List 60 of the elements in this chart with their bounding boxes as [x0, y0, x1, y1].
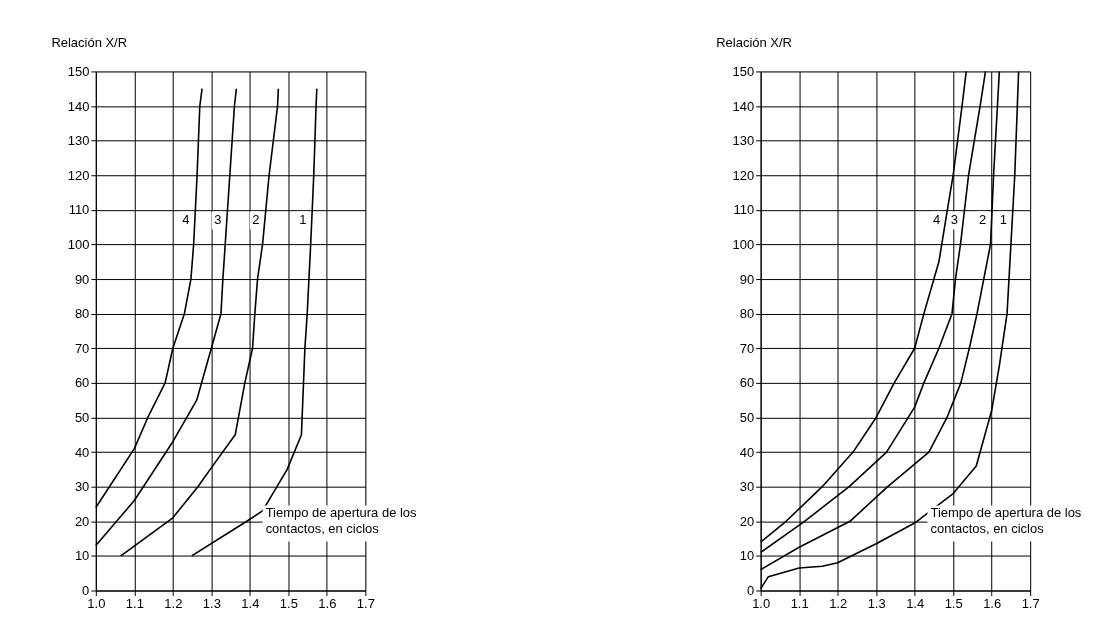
series-label: 2 [252, 212, 260, 228]
x-tick-label: 1.6 [983, 595, 1002, 611]
y-tick-label: 80 [74, 306, 90, 322]
y-tick-label: 150 [67, 63, 90, 79]
y-tick-label: 60 [739, 375, 755, 391]
y-tick-label: 40 [74, 444, 90, 460]
series-label: 3 [950, 212, 958, 228]
y-tick-label: 100 [67, 236, 90, 252]
y-tick-label: 20 [739, 513, 755, 529]
y-tick-label: 150 [732, 63, 755, 79]
x-tick-label: 1.1 [125, 595, 144, 611]
y-axis-title: Relación X/R [51, 34, 128, 50]
y-tick-label: 10 [74, 548, 90, 564]
y-tick-label: 30 [739, 479, 755, 495]
x-tick-label: 1.3 [867, 595, 886, 611]
y-tick-label: 80 [739, 306, 755, 322]
x-tick-label: 1.4 [241, 595, 260, 611]
y-tick-label: 140 [732, 98, 755, 114]
y-tick-label: 20 [74, 513, 90, 529]
x-tick-label: 1.3 [202, 595, 221, 611]
x-tick-label: 1.1 [790, 595, 809, 611]
x-tick-label: 1.5 [944, 595, 963, 611]
y-tick-label: 110 [68, 202, 90, 218]
y-tick-label: 140 [67, 98, 90, 114]
y-tick-label: 50 [74, 409, 90, 425]
x-tick-label: 1.7 [356, 595, 375, 611]
y-tick-label: 130 [67, 133, 90, 149]
x-tick-label: 1.2 [164, 595, 183, 611]
y-tick-label: 70 [739, 340, 755, 356]
y-axis-title: Relación X/R [716, 34, 792, 50]
y-tick-label: 50 [739, 409, 755, 425]
x-tick-label: 1.2 [829, 595, 848, 611]
series-label: 1 [999, 212, 1007, 228]
y-tick-label: 10 [739, 548, 755, 564]
y-tick-label: 120 [67, 167, 90, 183]
y-tick-label: 40 [739, 444, 755, 460]
x-tick-label: 1.0 [752, 595, 771, 611]
series-label: 2 [978, 212, 987, 228]
series-label: 3 [214, 212, 222, 228]
y-tick-label: 90 [739, 271, 755, 287]
y-tick-label: 0 [746, 582, 755, 598]
y-tick-label: 130 [732, 133, 755, 149]
x-tick-label: 1.6 [318, 595, 337, 611]
y-tick-label: 110 [733, 202, 755, 218]
y-tick-label: 30 [74, 479, 90, 495]
y-tick-label: 0 [82, 582, 90, 598]
series-label: 1 [299, 212, 307, 228]
y-tick-label: 70 [74, 340, 90, 356]
y-tick-label: 100 [732, 236, 755, 252]
series-label: 4 [933, 212, 941, 228]
x-tick-label: 1.7 [1021, 595, 1040, 611]
x-tick-label: 1.4 [906, 595, 925, 611]
y-tick-label: 90 [74, 271, 90, 287]
series-label: 4 [182, 212, 190, 228]
x-tick-label: 1.5 [279, 595, 298, 611]
y-tick-label: 60 [74, 375, 90, 391]
annotation: Tiempo de apertura de los contactos, en ciclos [265, 505, 418, 537]
x-tick-label: 1.0 [87, 595, 106, 611]
y-tick-label: 120 [732, 167, 755, 183]
annotation: Tiempo de apertura de los contactos, en ciclos [930, 505, 1082, 537]
